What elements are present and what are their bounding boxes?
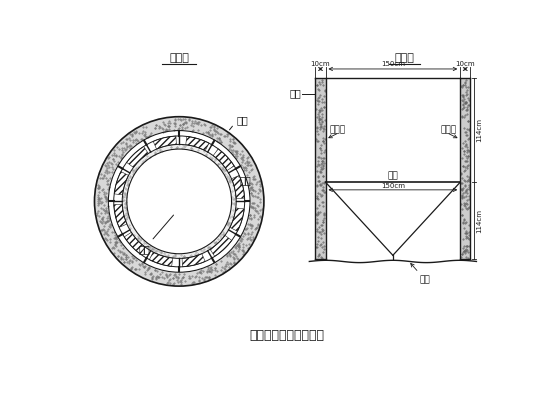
Polygon shape (182, 254, 205, 267)
Text: 岩面: 岩面 (410, 263, 431, 284)
Polygon shape (231, 175, 245, 199)
Circle shape (127, 149, 231, 254)
Text: 114cm: 114cm (477, 118, 482, 142)
Circle shape (95, 117, 264, 286)
Polygon shape (210, 235, 232, 256)
Polygon shape (114, 171, 128, 195)
Bar (460, 78, 470, 259)
Polygon shape (186, 136, 209, 150)
Text: 平面图: 平面图 (169, 53, 189, 63)
Text: 模板: 模板 (388, 171, 398, 180)
Polygon shape (150, 252, 172, 266)
Bar (315, 78, 325, 259)
Text: 模肋: 模肋 (139, 215, 174, 254)
Text: 10cm: 10cm (311, 61, 330, 68)
Circle shape (109, 131, 250, 272)
Text: 护壁: 护壁 (290, 88, 302, 99)
Polygon shape (213, 149, 234, 171)
Polygon shape (153, 136, 176, 149)
Text: 灌注砼: 灌注砼 (329, 126, 346, 135)
Text: 150cm: 150cm (381, 183, 405, 189)
Polygon shape (127, 147, 148, 167)
Circle shape (122, 145, 236, 258)
Text: 114cm: 114cm (477, 209, 482, 233)
Text: 护壁: 护壁 (230, 116, 249, 130)
Polygon shape (124, 232, 145, 254)
Text: 150cm: 150cm (381, 61, 405, 68)
Polygon shape (114, 204, 127, 228)
Text: 灌注砼: 灌注砼 (440, 126, 456, 135)
Text: 竖肋: 竖肋 (239, 175, 251, 185)
Text: 挖孔桩支护模板示意图: 挖孔桩支护模板示意图 (250, 329, 324, 342)
Text: 10cm: 10cm (455, 61, 475, 68)
Text: 立面图: 立面图 (394, 53, 414, 63)
Polygon shape (230, 208, 244, 231)
